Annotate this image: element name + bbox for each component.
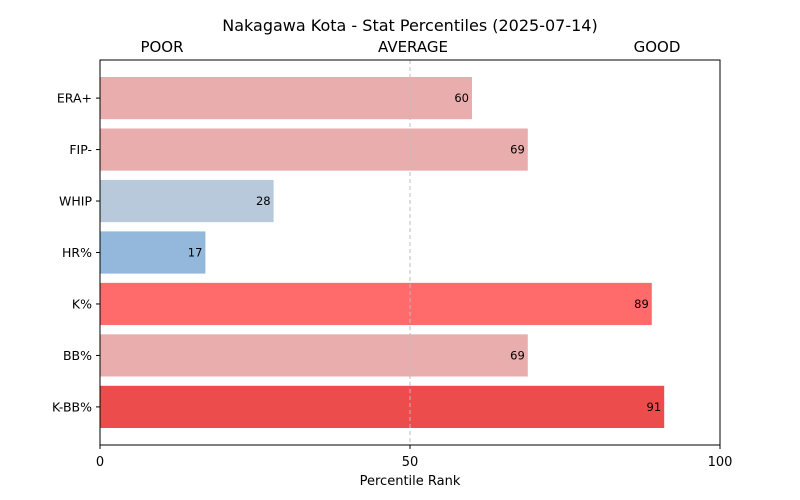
plot-marks: 60 69 28 17 89 69 91 <box>100 60 665 445</box>
value-label-fip: 69 <box>510 143 525 157</box>
category-label-fip: FIP- <box>69 142 92 157</box>
band-label-average: AVERAGE <box>378 38 448 56</box>
bar-hr <box>100 231 206 274</box>
value-label-k-bb: 91 <box>647 400 662 414</box>
value-label-hr: 17 <box>188 246 203 260</box>
bar-k <box>100 282 652 326</box>
bar-k-bb <box>100 385 665 428</box>
x-tick-label-0: 0 <box>96 455 104 470</box>
x-tick-label-50: 50 <box>402 455 419 470</box>
category-label-bb: BB% <box>63 348 92 363</box>
value-label-bb: 69 <box>510 348 525 362</box>
category-label-k-bb: K-BB% <box>52 399 92 414</box>
chart-title: Nakagawa Kota - Stat Percentiles (2025-0… <box>222 16 597 35</box>
x-axis-ticks: ERA+ FIP- WHIP HR% K% BB% K-BB% 0 50 100 <box>52 91 732 470</box>
x-axis-label: Percentile Rank <box>360 474 461 489</box>
category-label-whip: WHIP <box>59 194 92 209</box>
band-label-good: GOOD <box>634 38 681 56</box>
x-tick-label-100: 100 <box>708 455 733 470</box>
category-label-era: ERA+ <box>57 91 92 106</box>
bar-whip <box>100 179 274 223</box>
bar-era <box>100 77 472 120</box>
value-label-whip: 28 <box>256 194 271 208</box>
value-label-k: 89 <box>634 297 649 311</box>
bar-bb <box>100 334 528 377</box>
value-label-era: 60 <box>454 91 469 105</box>
category-label-k: K% <box>72 296 92 311</box>
bar-fip <box>100 128 528 171</box>
category-label-hr: HR% <box>62 245 92 260</box>
band-label-poor: POOR <box>140 38 183 56</box>
